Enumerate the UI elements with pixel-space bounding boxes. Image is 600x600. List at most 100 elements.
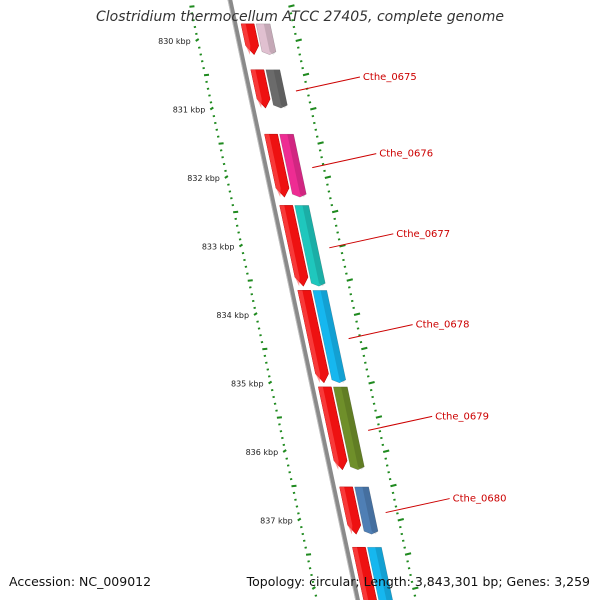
right-tick — [329, 197, 332, 200]
right-tick — [366, 375, 370, 378]
minor-tick — [222, 162, 226, 166]
minor-tick — [237, 231, 240, 234]
minor-tick — [238, 238, 242, 241]
gene-arrow — [312, 290, 347, 384]
minor-tick — [273, 402, 277, 405]
right-tick — [396, 512, 399, 515]
minor-tick — [233, 210, 239, 214]
right-tick — [292, 25, 296, 29]
right-tick — [397, 518, 405, 522]
right-tick — [358, 334, 361, 337]
gene-arrow-shade — [362, 486, 379, 535]
minor-tick — [253, 306, 256, 310]
gene-arrow-shade — [287, 134, 307, 198]
right-tick — [310, 107, 317, 111]
minor-tick — [247, 279, 253, 282]
right-tick — [361, 346, 368, 351]
minor-tick — [205, 80, 208, 83]
minor-tick — [294, 498, 297, 501]
major-tick — [282, 449, 287, 453]
cds-arrow-highlight — [241, 23, 251, 55]
major-tick — [253, 312, 258, 316]
kbp-tick-label: 832 kbp — [187, 174, 220, 183]
minor-tick — [212, 114, 216, 118]
major-tick — [238, 243, 244, 248]
minor-tick — [199, 53, 203, 56]
right-tick — [336, 231, 339, 234]
minor-tick — [308, 567, 312, 570]
minor-tick — [285, 457, 289, 460]
minor-tick — [234, 217, 238, 220]
minor-tick — [221, 156, 224, 159]
gene-arrow — [354, 486, 379, 535]
minor-tick — [256, 320, 259, 323]
cds-arrow-highlight — [250, 69, 262, 109]
gene-label-leader — [295, 76, 361, 92]
gene-label: Cthe_0679 — [435, 411, 489, 422]
right-tick — [289, 12, 293, 15]
gene-label-leader — [385, 498, 450, 514]
gene-label-leader — [312, 153, 377, 169]
minor-tick — [272, 395, 275, 399]
right-tick — [350, 299, 354, 303]
right-tick — [318, 149, 322, 152]
gene-arrow — [265, 69, 288, 109]
right-tick — [330, 204, 334, 207]
gene-feature — [297, 290, 347, 384]
gene-feature — [339, 486, 379, 535]
gene-arrow — [367, 546, 393, 600]
minor-tick — [200, 60, 204, 63]
minor-tick — [259, 334, 262, 337]
right-tick — [349, 293, 353, 296]
minor-tick — [246, 272, 249, 275]
right-tick — [308, 101, 312, 104]
minor-tick — [215, 128, 219, 131]
gene-label-leader — [368, 415, 433, 431]
right-tick — [326, 183, 329, 186]
right-tick — [385, 464, 389, 467]
minor-tick — [295, 505, 299, 508]
right-tick — [299, 60, 303, 63]
right-tick — [372, 402, 376, 405]
minor-tick — [265, 361, 268, 364]
right-tick — [295, 38, 302, 42]
minor-tick — [203, 73, 210, 77]
right-tick — [377, 423, 380, 426]
minor-tick — [278, 423, 281, 426]
right-tick — [334, 224, 338, 227]
major-tick — [268, 380, 273, 385]
right-tick — [314, 128, 318, 131]
cds-arrow-highlight — [279, 205, 300, 287]
gene-feature — [352, 546, 393, 600]
cds-arrow-highlight — [264, 134, 281, 198]
minor-tick — [266, 368, 270, 371]
accession-text: Accession: NC_009012 — [9, 574, 152, 589]
right-tick — [320, 156, 323, 159]
right-tick — [388, 478, 392, 481]
kbp-tick-label: 835 kbp — [231, 380, 264, 389]
right-tick — [387, 471, 390, 474]
minor-tick — [219, 149, 223, 152]
right-tick — [321, 162, 325, 166]
minor-tick — [197, 46, 201, 49]
gene-feature — [240, 23, 277, 56]
cds-arrow-highlight — [339, 486, 353, 535]
right-tick — [365, 368, 369, 371]
minor-tick — [281, 436, 284, 440]
right-tick — [400, 532, 404, 536]
minor-tick — [193, 25, 197, 29]
right-tick — [382, 449, 390, 453]
minor-tick — [304, 546, 307, 549]
right-tick — [380, 436, 383, 440]
right-tick — [346, 278, 353, 282]
right-tick — [343, 265, 347, 268]
right-tick — [313, 121, 316, 125]
right-tick — [410, 580, 414, 584]
kbp-tick-label: 830 kbp — [158, 37, 191, 46]
gene-arrow — [255, 23, 277, 55]
right-tick — [356, 327, 360, 330]
minor-tick — [288, 471, 291, 474]
minor-tick — [270, 388, 274, 392]
cds-arrow-highlight — [352, 547, 369, 600]
